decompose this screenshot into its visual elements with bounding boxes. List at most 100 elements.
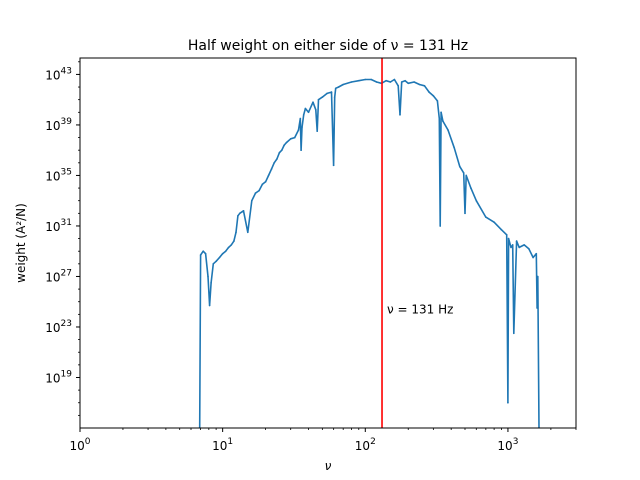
data-point — [199, 254, 202, 256]
data-point — [267, 174, 270, 177]
data-point — [511, 244, 514, 246]
data-point — [270, 168, 273, 170]
data-point — [264, 181, 267, 183]
data-point — [239, 212, 241, 215]
y-tick-label: 1031 — [45, 218, 72, 234]
data-point — [389, 81, 392, 83]
x-tick-label: 103 — [497, 437, 518, 453]
data-point — [532, 256, 534, 259]
data-point — [212, 263, 215, 265]
data-point — [510, 246, 512, 249]
data-point — [493, 221, 495, 223]
data-point — [507, 401, 509, 404]
data-point — [334, 87, 337, 90]
data-point — [370, 78, 373, 81]
x-axis: 100 101 102 103 — [69, 428, 577, 453]
data-point — [281, 149, 283, 151]
data-point — [326, 92, 328, 95]
y-axis-title: weight (A²/N) — [14, 203, 28, 283]
data-point — [273, 162, 276, 164]
y-axis: 1019 1023 1027 1031 1035 1039 1043 — [45, 61, 80, 416]
data-point — [500, 228, 503, 231]
data-point — [278, 151, 281, 154]
data-point — [536, 307, 538, 309]
data-point — [513, 332, 515, 335]
data-point — [210, 282, 212, 284]
data-point — [289, 138, 292, 140]
data-point — [400, 81, 403, 83]
vline-layer: ν = 131 Hz — [381, 58, 453, 428]
data-point — [459, 165, 461, 168]
data-point — [285, 141, 288, 144]
y-tick-label: 1039 — [45, 117, 72, 133]
data-point — [332, 164, 335, 167]
data-point — [515, 240, 518, 242]
data-point — [316, 130, 319, 132]
data-point — [397, 85, 400, 87]
data-point — [413, 81, 415, 83]
data-point — [218, 256, 221, 259]
data-point — [358, 79, 360, 82]
data-point — [453, 146, 456, 149]
data-point — [302, 114, 305, 116]
data-point — [507, 237, 510, 240]
data-point — [333, 96, 336, 98]
data-point — [317, 98, 320, 101]
data-point — [254, 192, 257, 194]
data-point — [312, 101, 314, 103]
data-point — [523, 244, 525, 246]
data-point — [321, 96, 324, 98]
data-point — [475, 199, 478, 202]
data-point — [330, 91, 333, 93]
data-point — [436, 100, 439, 102]
data-point — [470, 187, 472, 189]
data-point — [215, 260, 217, 263]
data-point — [438, 117, 441, 120]
data-point — [407, 82, 410, 85]
data-point — [432, 95, 435, 97]
data-point — [404, 79, 406, 82]
data-point — [242, 210, 245, 212]
x-axis-title: ν — [325, 459, 332, 473]
data-point — [315, 109, 317, 111]
data-point — [208, 304, 211, 307]
data-point — [227, 246, 230, 249]
x-tick-label: 101 — [212, 437, 233, 453]
data-point — [385, 79, 387, 82]
data-point — [485, 216, 487, 218]
data-point — [537, 275, 539, 278]
data-point — [235, 231, 237, 234]
data-point — [375, 81, 378, 83]
data-point — [258, 189, 260, 192]
data-point — [399, 114, 401, 116]
data-point — [261, 183, 264, 186]
data-point — [207, 275, 209, 278]
data-point — [283, 144, 286, 146]
data-point — [342, 83, 345, 86]
data-point — [300, 149, 302, 151]
data-point — [465, 174, 468, 177]
data-point — [276, 158, 278, 160]
axes-frame — [79, 57, 577, 429]
data-point — [423, 85, 426, 87]
data-point — [202, 250, 204, 252]
data-point — [535, 252, 538, 255]
data-point — [221, 252, 224, 255]
y-tick-label: 1043 — [45, 66, 72, 82]
chart-title: Half weight on either side of ν = 131 Hz — [188, 38, 468, 54]
data-point — [293, 136, 296, 139]
data-point — [447, 129, 449, 131]
data-point — [518, 246, 520, 249]
data-point — [204, 252, 207, 255]
data-point — [233, 240, 235, 242]
data-point — [364, 78, 367, 81]
data-point — [442, 120, 444, 122]
data-point — [237, 215, 239, 217]
data-point — [428, 91, 430, 93]
plot-area — [198, 78, 540, 428]
data-point — [297, 129, 300, 131]
data-point — [462, 172, 465, 174]
y-tick-label: 1019 — [45, 369, 72, 385]
data-point — [304, 107, 307, 110]
